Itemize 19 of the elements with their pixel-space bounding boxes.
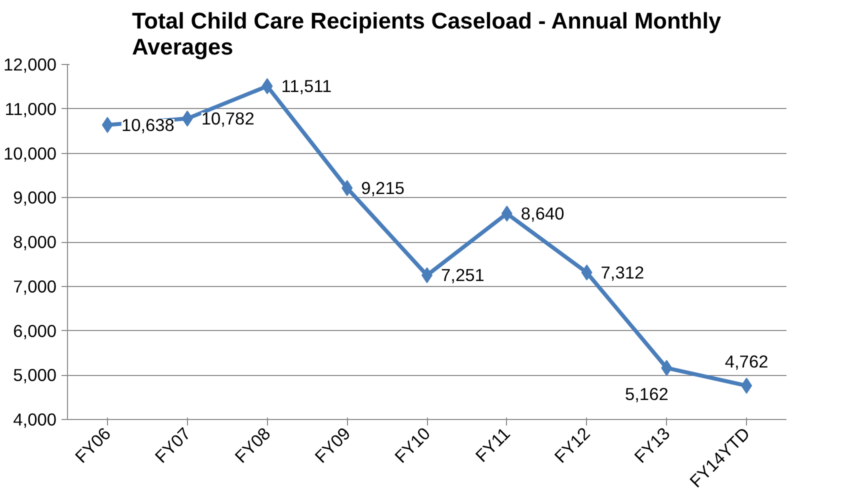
- y-tick-label: 5,000: [13, 365, 57, 386]
- chart-title: Total Child Care Recipients Caseload - Annual Monthly Averages: [132, 8, 722, 60]
- data-label: 9,215: [361, 178, 404, 198]
- data-label: 7,251: [441, 265, 484, 286]
- y-tick-label: 7,000: [13, 276, 57, 296]
- data-label: 7,312: [600, 262, 644, 283]
- y-tick-label: 8,000: [13, 232, 57, 252]
- y-tick-label: 10,000: [4, 143, 56, 164]
- data-label: 10,638: [121, 114, 174, 135]
- data-label: 11,511: [281, 76, 332, 96]
- y-tick-label: 11,000: [4, 98, 57, 119]
- data-label: 8,640: [520, 204, 564, 224]
- y-tick-label: 4,000: [13, 410, 57, 430]
- y-tick-label: 6,000: [13, 320, 57, 341]
- data-label: 5,162: [624, 384, 668, 404]
- y-tick-label: 9,000: [13, 188, 57, 208]
- y-tick-label: 12,000: [4, 54, 56, 74]
- data-label: 10,782: [201, 108, 254, 129]
- data-label: 4,762: [724, 352, 768, 372]
